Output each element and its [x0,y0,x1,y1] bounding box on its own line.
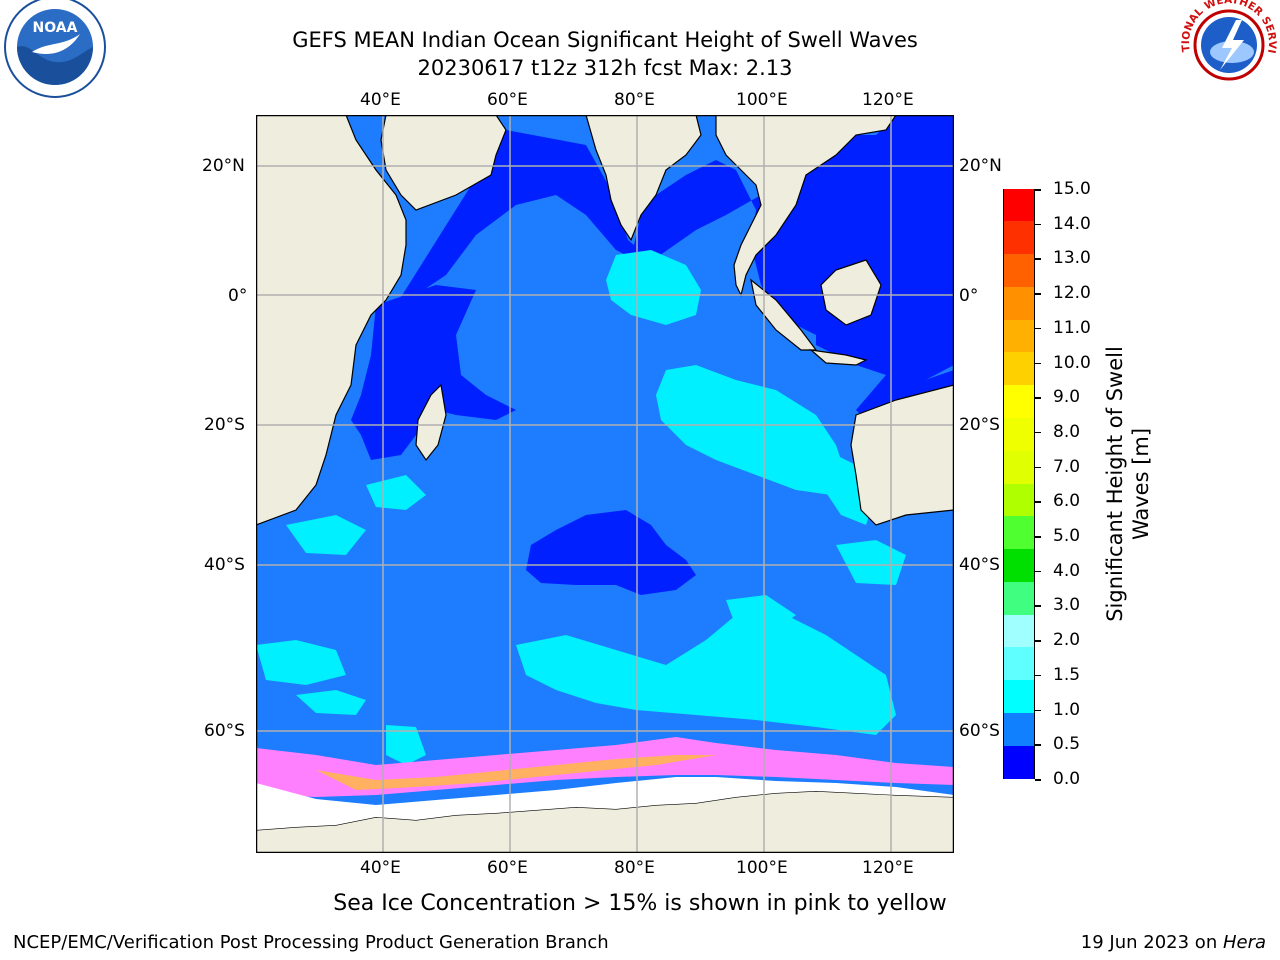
colorbar-segment [1004,188,1034,222]
colorbar-segment [1004,516,1034,550]
colorbar-segment [1004,483,1034,517]
colorbar-segment [1004,286,1034,321]
lat-label-left: 40°S [204,555,245,575]
lon-label-bottom: 100°E [736,858,788,878]
colorbar-tick-mark [1035,674,1041,677]
colorbar-segment [1004,319,1034,353]
lon-label-bottom: 40°E [360,858,401,878]
colorbar-tick-mark [1035,466,1041,469]
colorbar-tick-mark [1035,709,1041,712]
colorbar-tick-label: 15.0 [1053,179,1091,199]
colorbar-segment [1004,254,1034,288]
colorbar-segment [1004,352,1034,386]
colorbar-tick-label: 2.0 [1053,630,1081,651]
colorbar-tick-mark [1035,536,1041,538]
colorbar-tick-label: 0.5 [1053,734,1081,755]
colorbar-tick-mark [1035,189,1041,191]
lat-label-right: 20°N [959,156,1002,176]
lat-label-right: 60°S [959,721,1000,741]
plot-title: GEFS MEAN Indian Ocean Significant Heigh… [292,28,918,52]
lon-label-top: 60°E [487,90,528,110]
colorbar-tick-mark [1035,362,1041,365]
footer-host: Hera [1222,932,1266,953]
low-swell-regions [351,115,956,595]
noaa-logo: NOAA [2,0,108,100]
lon-label-top: 100°E [736,90,788,110]
colorbar-segment [1004,647,1034,681]
lon-label-top: 120°E [862,90,914,110]
colorbar-tick-mark [1035,605,1041,607]
colorbar-tick-mark [1035,431,1041,434]
lat-label-right: 20°S [959,415,1000,435]
lon-label-top: 40°E [360,90,401,110]
sea-ice-band [256,737,954,797]
footer-branch: NCEP/EMC/Verification Post Processing Pr… [13,932,609,953]
colorbar-tick-label: 12.0 [1053,283,1091,304]
colorbar-tick-mark [1035,779,1041,781]
colorbar-tick-label: 11.0 [1053,317,1091,338]
nws-logo: NATIONAL WEATHER SERVICE [1172,0,1280,98]
colorbar-segment [1004,549,1034,583]
lon-label-top: 80°E [614,90,655,110]
lat-label-left: 0° [228,286,248,306]
moderate-swell-regions [256,250,906,765]
colorbar-segment [1004,712,1034,747]
footer-date-text: 19 Jun 2023 on [1080,932,1223,953]
colorbar-tick-label: 0.0 [1053,769,1081,789]
colorbar-tick-label: 4.0 [1053,560,1081,581]
lon-label-bottom: 120°E [862,858,914,878]
plot-subtitle: 20230617 t12z 312h fcst Max: 2.13 [417,56,793,80]
colorbar-segment [1004,745,1034,779]
colorbar-segment [1004,581,1034,616]
colorbar-tick-label: 1.0 [1053,699,1081,720]
colorbar-tick-mark [1035,744,1041,746]
colorbar [1003,188,1035,779]
lat-label-left: 20°N [202,156,245,176]
colorbar-segment [1004,450,1034,484]
footer-date: 19 Jun 2023 on Hera [1081,932,1266,954]
colorbar-tick-label: 8.0 [1053,421,1081,442]
colorbar-segment [1004,614,1034,648]
colorbar-label-line2: Waves [m] [1129,427,1153,541]
lat-label-right: 40°S [959,555,1000,575]
colorbar-tick-label: 5.0 [1053,526,1081,547]
lat-label-left: 60°S [204,721,245,741]
sea-ice-caption: Sea Ice Concentration > 15% is shown in … [333,891,947,916]
colorbar-tick-mark [1035,258,1041,260]
lat-label-right: 0° [959,286,979,306]
lon-label-bottom: 60°E [487,858,528,878]
colorbar-tick-label: 14.0 [1053,213,1091,234]
colorbar-tick-label: 6.0 [1053,491,1081,512]
colorbar-segment [1004,385,1034,419]
colorbar-segment [1004,417,1034,452]
colorbar-tick-label: 3.0 [1053,595,1081,616]
map-panel [255,114,956,854]
colorbar-tick-label: 13.0 [1053,248,1091,269]
colorbar-tick-label: 7.0 [1053,456,1081,477]
graticule [256,115,954,853]
noaa-logo-text: NOAA [33,20,78,36]
colorbar-tick-mark [1035,501,1041,503]
lon-label-bottom: 80°E [614,858,655,878]
colorbar-tick-mark [1035,327,1041,330]
colorbar-tick-label: 1.5 [1053,664,1081,685]
colorbar-tick-label: 9.0 [1053,387,1081,408]
colorbar-label-line1: Significant Height of Swell [1103,346,1127,622]
ice-shelf [256,777,954,830]
colorbar-tick-mark [1035,397,1041,399]
colorbar-tick-mark [1035,570,1041,573]
lat-label-left: 20°S [204,415,245,435]
colorbar-segment [1004,680,1034,714]
colorbar-tick-mark [1035,640,1041,642]
colorbar-tick-label: 10.0 [1053,352,1091,373]
map-frame [255,114,955,854]
land-masses [255,114,955,854]
colorbar-tick-mark [1035,223,1041,226]
colorbar-segment [1004,221,1034,255]
colorbar-tick-mark [1035,293,1041,295]
